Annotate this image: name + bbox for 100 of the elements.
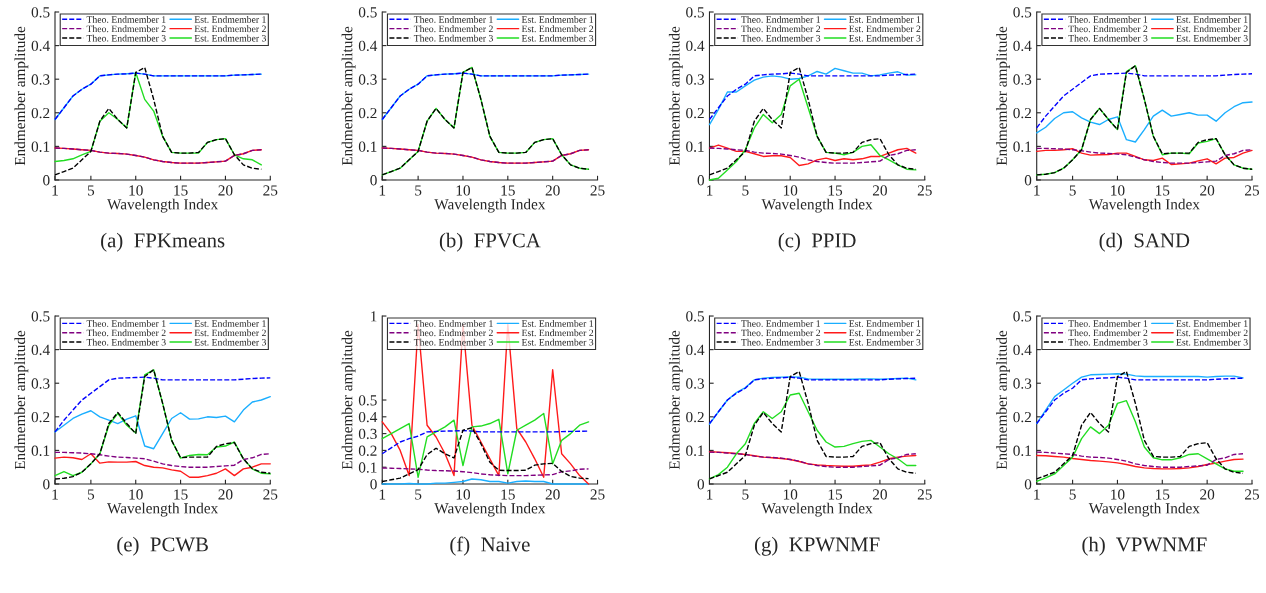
x-tick-label: 5	[87, 185, 95, 196]
x-axis-title: Wavelength Index	[761, 198, 873, 213]
x-axis-title: Wavelength Index	[434, 502, 546, 517]
legend-label: Est. Endmember 2	[194, 25, 266, 33]
x-tick-label: 15	[174, 185, 188, 196]
y-tick-label: 0.1	[1013, 445, 1031, 456]
y-tick-label: 0	[43, 479, 50, 490]
x-tick-label: 5	[1069, 489, 1076, 500]
x-tick-label: 20	[1200, 489, 1215, 500]
line-series	[708, 370, 917, 480]
text: (d) SAND	[1099, 232, 1190, 252]
y-tick-label: 0.4	[1013, 40, 1032, 52]
y-tick-label: 0.4	[31, 344, 50, 356]
line-series	[54, 453, 271, 478]
text: (c) PPID	[778, 232, 856, 252]
text: (h) VPWNMF	[1082, 536, 1207, 556]
line-series	[708, 392, 917, 480]
x-tick-label: 5	[742, 489, 749, 500]
y-tick-label: 0.4	[31, 40, 50, 52]
legend-label: Est. Endmember 2	[194, 329, 266, 337]
x-tick-label: 15	[1156, 185, 1170, 196]
y-tick-label: 0	[1024, 479, 1032, 490]
legend-label: Theo. Endmember 2	[86, 25, 166, 33]
line-series	[381, 72, 590, 121]
x-tick-label: 5	[415, 185, 422, 196]
y-tick-label: 0	[370, 175, 377, 186]
y-axis-title: Endmember amplitude	[996, 330, 1010, 470]
x-tick-label: 1	[379, 185, 386, 196]
y-tick-label: 0.2	[31, 411, 50, 423]
text: (g) KPWNMF	[754, 536, 880, 556]
legend-label: Est. Endmember 3	[1176, 34, 1248, 42]
y-tick-label: 0.5	[686, 311, 705, 322]
x-tick-label: 15	[828, 185, 843, 196]
x-axis-title: Wavelength Index	[107, 502, 219, 517]
line-series	[54, 147, 263, 164]
y-tick-label: 0.4	[686, 40, 705, 52]
legend-label: Est. Endmember 2	[521, 25, 594, 33]
legend-label: Est. Endmember 2	[1176, 329, 1248, 337]
legend-label: Est. Endmember 2	[849, 25, 921, 33]
y-tick-label: 0.3	[358, 74, 377, 85]
legend-label: Est. Endmember 2	[849, 329, 921, 337]
legend-label: Theo. Endmember 3	[1068, 34, 1148, 42]
y-tick-label: 0.4	[1013, 344, 1032, 356]
legend-label: Theo. Endmember 2	[1068, 25, 1148, 33]
legend-label: Theo. Endmember 1	[413, 319, 493, 327]
x-tick-label: 20	[218, 489, 233, 500]
legend-label: Est. Endmember 3	[194, 338, 267, 346]
y-tick-label: 0	[370, 479, 377, 490]
x-tick-label: 10	[129, 489, 143, 500]
y-tick-label: 0.3	[31, 74, 50, 85]
y-tick-label: 0	[1024, 175, 1032, 186]
legend-label: Theo. Endmember 3	[86, 34, 166, 42]
y-tick-label: 0.3	[686, 74, 705, 85]
text: (e) PCWB	[117, 536, 208, 556]
y-tick-label: 0.5	[686, 7, 705, 18]
x-tick-label: 15	[174, 489, 188, 500]
legend-label: Est. Endmember 1	[521, 319, 594, 327]
legend-label: Est. Endmember 1	[849, 15, 921, 23]
legend-label: Est. Endmember 3	[194, 34, 267, 42]
x-tick-label: 5	[415, 489, 422, 500]
x-axis-title: Wavelength Index	[1088, 198, 1200, 213]
y-tick-label: 0.3	[1013, 378, 1032, 389]
legend-label: Theo. Endmember 3	[86, 338, 166, 346]
x-tick-label: 1	[1034, 489, 1040, 500]
x-tick-label: 25	[590, 185, 605, 196]
y-tick-label: 0.3	[31, 378, 50, 389]
y-tick-label: 0.1	[686, 141, 704, 152]
legend-label: Est. Endmember 3	[849, 34, 921, 42]
line-series	[1036, 65, 1253, 176]
line-series	[54, 395, 271, 450]
legend-label: Theo. Endmember 2	[413, 25, 493, 33]
y-tick-label: 0.4	[358, 40, 378, 52]
legend-label: Est. Endmember 1	[849, 319, 921, 327]
y-tick-label: 0.2	[1013, 107, 1032, 119]
line-series	[54, 451, 271, 468]
legend-label: Est. Endmember 2	[1176, 25, 1248, 33]
y-tick-label: 0.2	[686, 411, 704, 423]
y-tick-label: 0.5	[1013, 311, 1032, 322]
line-series	[381, 467, 590, 477]
x-tick-label: 15	[501, 489, 515, 500]
legend-label: Theo. Endmember 2	[741, 329, 821, 337]
y-axis-title: Endmember amplitude	[341, 330, 356, 470]
x-axis-title: Wavelength Index	[1088, 502, 1200, 517]
legend-label: Est. Endmember 1	[1176, 319, 1248, 327]
y-tick-label: 0.3	[686, 378, 705, 389]
x-tick-label: 25	[263, 185, 278, 196]
line-series	[381, 429, 590, 455]
x-tick-label: 1	[707, 185, 713, 196]
x-axis-title: Wavelength Index	[761, 502, 873, 517]
line-series	[54, 72, 263, 121]
x-tick-label: 1	[1034, 185, 1040, 196]
legend-label: Theo. Endmember 1	[1068, 15, 1148, 23]
line-series	[708, 376, 917, 425]
legend-label: Theo. Endmember 3	[741, 34, 821, 42]
x-tick-label: 10	[1111, 185, 1125, 196]
legend-label: Est. Endmember 3	[849, 338, 921, 346]
legend-label: Est. Endmember 2	[521, 329, 594, 337]
y-axis-title: Endmember amplitude	[341, 26, 356, 166]
x-tick-label: 15	[1156, 489, 1170, 500]
legend-label: Theo. Endmember 2	[741, 25, 821, 33]
